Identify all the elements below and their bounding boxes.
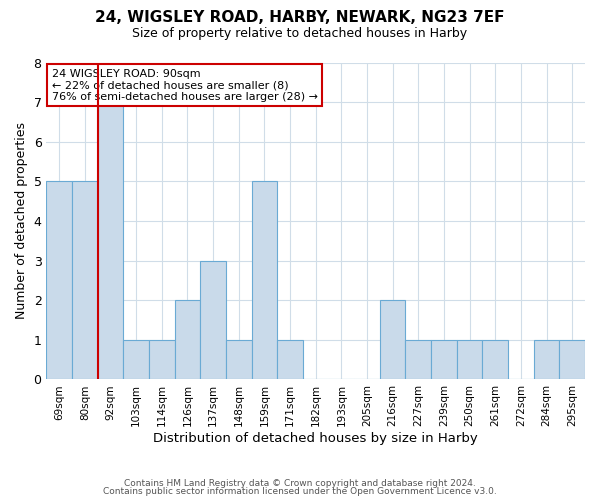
Text: Contains HM Land Registry data © Crown copyright and database right 2024.: Contains HM Land Registry data © Crown c… [124,478,476,488]
Bar [380,300,406,380]
Text: 24 WIGSLEY ROAD: 90sqm
← 22% of detached houses are smaller (8)
76% of semi-deta: 24 WIGSLEY ROAD: 90sqm ← 22% of detached… [52,69,318,102]
Bar [98,102,124,380]
Bar [457,340,482,380]
Bar [226,340,251,380]
Bar [124,340,149,380]
Text: Size of property relative to detached houses in Harby: Size of property relative to detached ho… [133,28,467,40]
Bar [175,300,200,380]
Text: 24, WIGSLEY ROAD, HARBY, NEWARK, NG23 7EF: 24, WIGSLEY ROAD, HARBY, NEWARK, NG23 7E… [95,10,505,25]
Y-axis label: Number of detached properties: Number of detached properties [15,122,28,320]
Text: Contains public sector information licensed under the Open Government Licence v3: Contains public sector information licen… [103,488,497,496]
Bar [534,340,559,380]
Bar [72,182,98,380]
Bar [200,260,226,380]
X-axis label: Distribution of detached houses by size in Harby: Distribution of detached houses by size … [154,432,478,445]
Bar [251,182,277,380]
Bar [482,340,508,380]
Bar [149,340,175,380]
Bar [559,340,585,380]
Bar [46,182,72,380]
Bar [431,340,457,380]
Bar [277,340,303,380]
Bar [406,340,431,380]
